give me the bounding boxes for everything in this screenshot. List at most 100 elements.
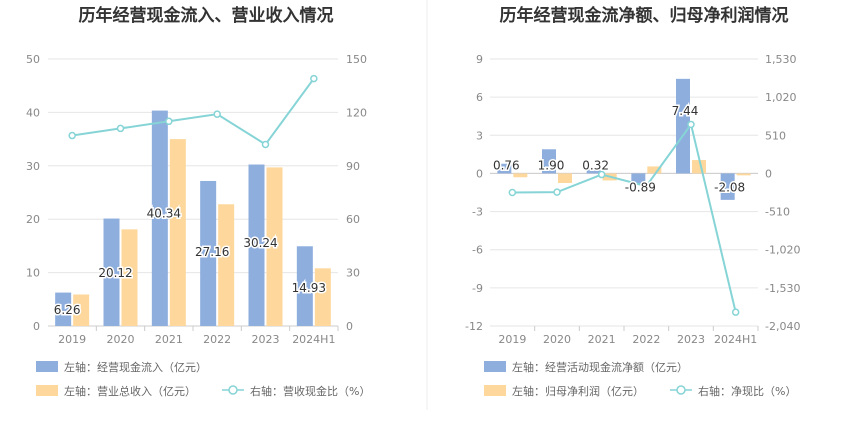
bar-primary: [103, 218, 120, 326]
x-tick-label: 2020: [107, 333, 135, 346]
x-tick-label: 2022: [203, 333, 231, 346]
y-left-tick-label: 9: [476, 53, 483, 66]
y-left-tick-label: 40: [26, 106, 40, 119]
data-label: -2.08: [714, 180, 745, 194]
x-tick-label: 2024H1: [714, 333, 757, 346]
y-right-tick-label: 150: [346, 53, 367, 66]
y-right-tick-label: 60: [346, 213, 360, 226]
legend-swatch-net-cash: [484, 361, 506, 372]
line-point: [310, 74, 318, 83]
legend-marker-ratio: [228, 385, 238, 395]
bar-primary: [248, 164, 265, 326]
y-left-tick-label: 50: [26, 53, 40, 66]
line-point: [687, 120, 695, 129]
legend-swatch-net-profit: [484, 385, 506, 396]
y-left-tick-label: 10: [26, 267, 40, 280]
line-point: [508, 188, 517, 197]
y-left-tick-label: 0: [476, 167, 483, 180]
y-right-tick-label: 120: [346, 106, 367, 119]
bar-primary: [296, 246, 313, 326]
bar-primary: [720, 173, 735, 200]
bar-primary: [676, 78, 690, 174]
y-right-tick-label: -2,040: [765, 320, 800, 333]
legend-swatch-revenue: [36, 385, 58, 396]
bar-secondary: [736, 173, 751, 176]
legend-label-inflow: 左轴：经营现金流入（亿元）: [64, 360, 207, 374]
line-point: [731, 308, 740, 316]
legend-marker-net-cash-ratio: [676, 385, 686, 395]
data-label: 20.12: [98, 266, 132, 280]
y-left-tick-label: 0: [33, 320, 40, 333]
legend-swatch-inflow: [36, 361, 58, 372]
x-tick-label: 2024H1: [292, 333, 335, 346]
data-label: 1.90: [538, 158, 565, 172]
y-right-tick-label: 0: [765, 167, 772, 180]
x-tick-label: 2022: [632, 333, 660, 346]
bar-secondary: [121, 229, 138, 326]
legend-label-net-cash: 左轴：经营活动现金流净额（亿元）: [512, 360, 688, 374]
line-point: [261, 140, 270, 149]
data-label: 6.26: [54, 303, 81, 317]
line-point: [116, 124, 125, 133]
bar-secondary: [73, 294, 90, 326]
bar-primary: [631, 173, 646, 185]
x-tick-label: 2019: [498, 333, 526, 346]
chart-title: 历年经营现金流净额、归母净利润情况: [500, 5, 789, 26]
legend-label-net-cash-ratio: 右轴：净现比（%）: [698, 384, 796, 398]
data-label: -0.89: [625, 180, 656, 194]
line-point: [597, 170, 606, 179]
line-point: [165, 117, 173, 126]
legend-label-ratio: 右轴：营收现金比（%）: [250, 384, 370, 398]
line-point: [642, 182, 651, 190]
data-label: 7.44: [672, 104, 699, 118]
y-right-tick-label: 1,020: [765, 91, 797, 104]
y-left-tick-label: 3: [476, 129, 483, 142]
y-left-tick-label: 20: [26, 213, 40, 226]
bar-primary: [151, 110, 168, 326]
data-label: 14.93: [292, 281, 326, 295]
y-right-tick-label: -510: [765, 206, 790, 219]
bar-primary: [55, 292, 72, 326]
x-tick-label: 2023: [252, 333, 280, 346]
bar-secondary: [266, 167, 283, 326]
y-left-tick-label: -6: [472, 244, 483, 257]
data-label: 27.16: [195, 245, 229, 259]
x-tick-label: 2021: [588, 333, 616, 346]
y-right-tick-label: -1,530: [765, 282, 800, 295]
y-right-tick-label: 90: [346, 160, 360, 173]
bar-secondary: [218, 204, 235, 326]
chart-title: 历年经营现金流入、营业收入情况: [79, 5, 334, 26]
line-point: [68, 131, 76, 140]
y-left-tick-label: -9: [472, 282, 483, 295]
y-right-tick-label: 0: [346, 320, 353, 333]
bar-secondary: [169, 139, 186, 326]
data-label: 40.34: [147, 207, 181, 221]
x-tick-label: 2020: [543, 333, 571, 346]
line-series: [512, 122, 737, 313]
y-right-tick-label: 1,530: [765, 53, 797, 66]
bar-primary: [586, 169, 601, 174]
x-tick-label: 2023: [677, 333, 705, 346]
y-left-tick-label: 6: [476, 91, 483, 104]
x-tick-label: 2021: [155, 333, 183, 346]
y-right-tick-label: 30: [346, 267, 360, 280]
bar-secondary: [558, 173, 572, 183]
line-point: [213, 110, 221, 118]
y-left-tick-label: 30: [26, 160, 40, 173]
bar-primary: [542, 149, 556, 174]
line-point: [553, 188, 561, 196]
data-label: 0.76: [493, 158, 520, 172]
y-left-tick-label: -12: [465, 320, 483, 333]
x-tick-label: 2019: [58, 333, 86, 346]
data-label: 30.24: [243, 236, 277, 250]
legend-label-net-profit: 左轴：归母净利润（亿元）: [512, 384, 644, 398]
y-right-tick-label: 510: [765, 129, 786, 142]
bar-primary: [200, 180, 217, 326]
y-left-tick-label: -3: [472, 206, 483, 219]
y-right-tick-label: -1,020: [765, 244, 800, 257]
bar-secondary: [513, 173, 528, 178]
line-series: [72, 77, 315, 146]
bar-primary: [497, 163, 512, 174]
